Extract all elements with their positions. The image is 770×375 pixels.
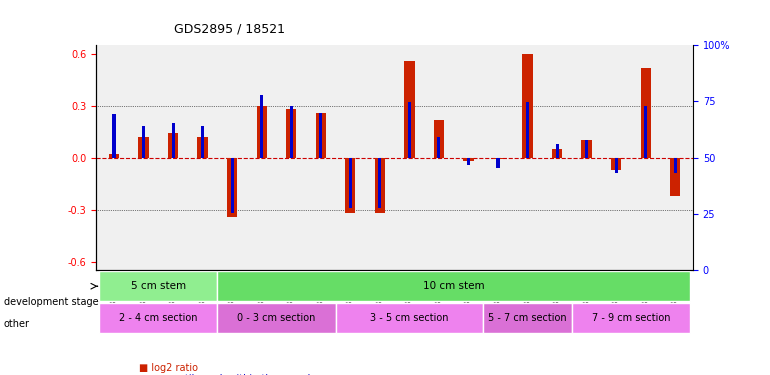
Bar xyxy=(670,158,681,196)
Bar xyxy=(493,158,503,159)
Bar xyxy=(614,158,618,173)
Bar xyxy=(497,158,500,168)
Bar xyxy=(290,106,293,158)
FancyBboxPatch shape xyxy=(572,303,690,333)
Text: other: other xyxy=(4,320,30,329)
Text: 7 - 9 cm section: 7 - 9 cm section xyxy=(591,313,670,323)
FancyBboxPatch shape xyxy=(99,271,217,302)
FancyBboxPatch shape xyxy=(99,303,217,333)
Bar xyxy=(168,134,178,158)
Text: 5 cm stem: 5 cm stem xyxy=(131,281,186,291)
Text: development stage: development stage xyxy=(4,297,99,307)
FancyBboxPatch shape xyxy=(484,303,572,333)
Bar xyxy=(641,68,651,158)
Bar xyxy=(320,112,323,158)
Bar xyxy=(467,158,470,165)
Bar xyxy=(437,137,440,158)
Bar xyxy=(172,123,175,158)
Bar xyxy=(227,158,237,217)
Bar xyxy=(526,102,529,158)
Bar xyxy=(139,137,149,158)
Bar xyxy=(142,126,145,158)
Bar xyxy=(552,149,562,158)
Bar xyxy=(404,61,414,158)
Bar xyxy=(286,109,296,158)
Bar xyxy=(581,140,592,158)
Bar xyxy=(256,106,267,158)
Bar xyxy=(408,102,411,158)
Bar xyxy=(674,158,677,173)
Text: 2 - 4 cm section: 2 - 4 cm section xyxy=(119,313,198,323)
FancyBboxPatch shape xyxy=(217,303,336,333)
Text: 3 - 5 cm section: 3 - 5 cm section xyxy=(370,313,449,323)
Text: GDS2895 / 18521: GDS2895 / 18521 xyxy=(174,22,285,35)
Text: ■ percentile rank within the sample: ■ percentile rank within the sample xyxy=(139,374,316,375)
FancyBboxPatch shape xyxy=(336,303,484,333)
Bar xyxy=(109,154,119,158)
Text: 0 - 3 cm section: 0 - 3 cm section xyxy=(237,313,316,323)
Bar xyxy=(644,106,648,158)
Bar xyxy=(375,158,385,213)
Bar xyxy=(434,120,444,158)
Text: 5 - 7 cm section: 5 - 7 cm section xyxy=(488,313,567,323)
Text: ■ log2 ratio: ■ log2 ratio xyxy=(139,363,198,373)
Bar xyxy=(230,158,233,213)
Bar xyxy=(197,137,208,158)
Bar xyxy=(556,144,559,158)
FancyBboxPatch shape xyxy=(217,271,690,302)
Bar xyxy=(316,112,326,158)
Bar xyxy=(260,95,263,158)
Bar xyxy=(522,54,533,158)
Bar xyxy=(378,158,381,208)
Bar xyxy=(345,158,356,213)
Bar xyxy=(112,114,115,158)
Bar xyxy=(464,158,474,161)
Bar xyxy=(201,126,204,158)
Bar xyxy=(349,158,352,208)
Text: 10 cm stem: 10 cm stem xyxy=(423,281,484,291)
Bar xyxy=(611,158,621,170)
Bar xyxy=(585,140,588,158)
